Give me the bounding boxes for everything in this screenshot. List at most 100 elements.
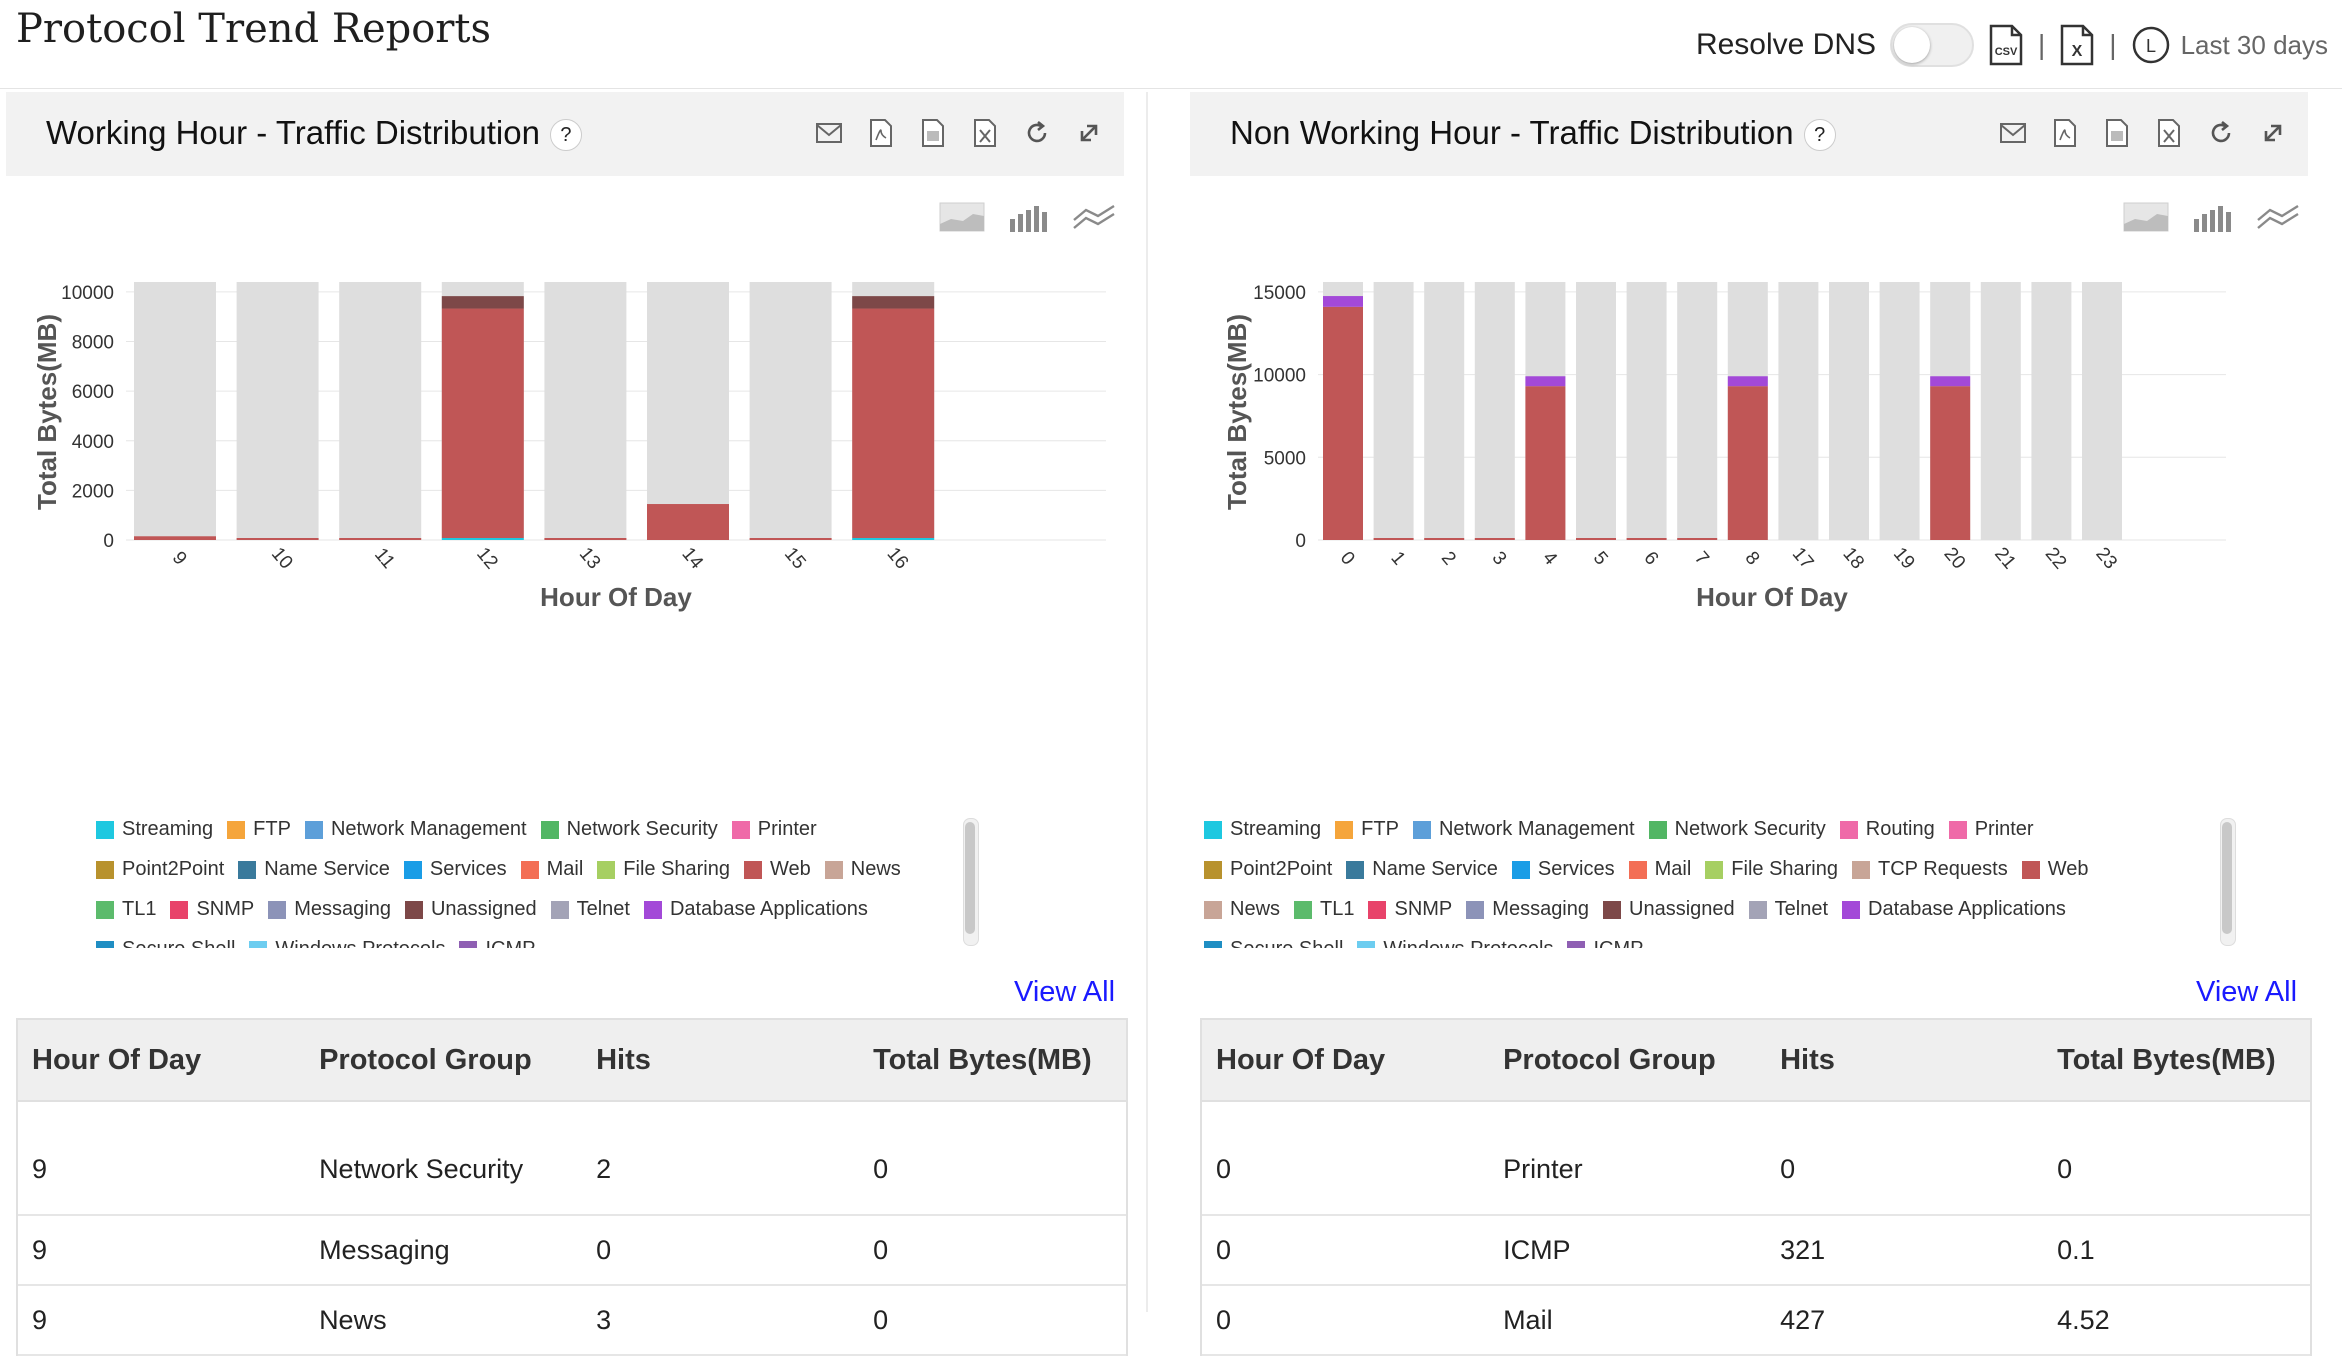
legend-item[interactable]: ICMP (459, 934, 535, 948)
refresh-icon[interactable] (1022, 118, 1052, 148)
legend-item[interactable]: TCP Requests (1852, 854, 2008, 885)
bar-background (2031, 282, 2072, 540)
legend-swatch (1648, 820, 1667, 839)
bar-chart-icon[interactable] (2188, 200, 2236, 232)
legend-label: Network Security (1674, 818, 1826, 840)
legend-item[interactable]: TL1 (96, 894, 156, 925)
view-all-link[interactable]: View All (2196, 976, 2298, 1008)
help-icon[interactable]: ? (1803, 119, 1836, 152)
line-chart-icon[interactable] (1070, 200, 1118, 232)
bar-background (339, 282, 422, 540)
legend-item[interactable]: Web (2021, 854, 2088, 885)
excel-icon[interactable] (970, 118, 1000, 148)
legend-item[interactable]: Messaging (1466, 894, 1589, 925)
legend-swatch (1567, 940, 1586, 948)
mail-icon[interactable] (1998, 118, 2028, 148)
legend-item[interactable]: SNMP (1368, 894, 1452, 925)
bar-chart-icon[interactable] (1004, 200, 1052, 232)
table-cell: Network Security (305, 1101, 583, 1216)
legend-item[interactable]: Web (744, 854, 811, 885)
legend-item[interactable]: Network Management (304, 814, 527, 845)
legend-label: Secure Shell (1230, 938, 1343, 948)
legend-item[interactable]: Unassigned (404, 894, 537, 925)
resolve-dns-toggle[interactable] (1890, 23, 1974, 67)
area-chart-icon[interactable] (2122, 200, 2170, 232)
legend-item[interactable]: FTP (1335, 814, 1399, 845)
column-header[interactable]: Total Bytes(MB) (2043, 1020, 2310, 1102)
column-header[interactable]: Total Bytes(MB) (859, 1020, 1126, 1102)
legend-item[interactable]: Printer (731, 814, 817, 845)
pdf-icon[interactable] (2050, 118, 2080, 148)
legend-item[interactable]: Services (403, 854, 507, 885)
legend-label: Streaming (1230, 818, 1322, 840)
bar-background (749, 282, 832, 540)
legend-item[interactable]: Point2Point (96, 854, 224, 885)
legend-scrollbar[interactable] (2220, 818, 2236, 946)
legend-item[interactable]: File Sharing (1705, 854, 1838, 885)
legend-item[interactable]: Windows Protocols (249, 934, 445, 948)
legend-item[interactable]: Printer (1948, 814, 2034, 845)
legend-scroll-thumb[interactable] (2222, 822, 2232, 934)
legend-item[interactable]: Mail (520, 854, 583, 885)
refresh-icon[interactable] (2206, 118, 2236, 148)
column-header[interactable]: Hour Of Day (18, 1020, 306, 1102)
legend-item[interactable]: TL1 (1294, 894, 1354, 925)
mail-icon[interactable] (814, 118, 844, 148)
table-cell: 9 (18, 1285, 306, 1356)
legend-scrollbar[interactable] (963, 818, 979, 946)
legend-item[interactable]: Streaming (96, 814, 213, 845)
table-cell: 0 (1202, 1101, 1490, 1216)
x-tick-label: 3 (1488, 548, 1511, 570)
column-header[interactable]: Protocol Group (305, 1020, 583, 1102)
legend-item[interactable]: Secure Shell (1204, 934, 1343, 948)
legend-scroll-thumb[interactable] (965, 822, 975, 934)
legend-item[interactable]: Windows Protocols (1357, 934, 1553, 948)
bar-background (236, 282, 319, 540)
legend-item[interactable]: Telnet (1748, 894, 1828, 925)
legend-swatch (268, 900, 287, 919)
column-header[interactable]: Protocol Group (1489, 1020, 1767, 1102)
legend-item[interactable]: Name Service (238, 854, 390, 885)
page-title: Protocol Trend Reports (16, 6, 492, 52)
legend-item[interactable]: FTP (227, 814, 291, 845)
legend-item[interactable]: Network Security (1648, 814, 1826, 845)
column-header[interactable]: Hits (1766, 1020, 2044, 1102)
legend-item[interactable]: Routing (1839, 814, 1935, 845)
legend-item[interactable]: Messaging (268, 894, 391, 925)
legend-item[interactable]: Name Service (1346, 854, 1498, 885)
area-chart-icon[interactable] (938, 200, 986, 232)
legend-item[interactable]: ICMP (1567, 934, 1643, 948)
column-header[interactable]: Hour Of Day (1202, 1020, 1490, 1102)
y-tick-label: 4000 (72, 432, 114, 453)
legend-item[interactable]: Unassigned (1603, 894, 1735, 925)
line-chart-icon[interactable] (2254, 200, 2302, 232)
legend-label: File Sharing (623, 858, 730, 880)
csv-doc-icon[interactable] (918, 118, 948, 148)
expand-icon[interactable] (1074, 118, 1104, 148)
legend-item[interactable]: File Sharing (597, 854, 730, 885)
help-icon[interactable]: ? (549, 119, 582, 152)
y-tick-label: 10000 (61, 283, 114, 304)
excel-icon[interactable] (2154, 118, 2184, 148)
legend-item[interactable]: Streaming (1204, 814, 1321, 845)
legend-item[interactable]: News (824, 854, 901, 885)
expand-icon[interactable] (2258, 118, 2288, 148)
csv-export-icon[interactable]: CSV (1988, 24, 2024, 66)
legend-item[interactable]: Database Applications (1842, 894, 2066, 925)
legend-item[interactable]: News (1204, 894, 1280, 925)
legend-item[interactable]: Point2Point (1204, 854, 1332, 885)
column-header[interactable]: Hits (582, 1020, 860, 1102)
legend-item[interactable]: Network Security (540, 814, 718, 845)
legend-item[interactable]: Mail (1628, 854, 1691, 885)
view-all-link[interactable]: View All (1014, 976, 1116, 1008)
excel-export-icon[interactable]: X (2059, 24, 2095, 66)
legend-item[interactable]: SNMP (170, 894, 254, 925)
legend-item[interactable]: Network Management (1412, 814, 1635, 845)
period-selector[interactable]: L Last 30 days (2131, 25, 2328, 65)
legend-item[interactable]: Services (1511, 854, 1615, 885)
csv-doc-icon[interactable] (2102, 118, 2132, 148)
legend-item[interactable]: Telnet (550, 894, 630, 925)
pdf-icon[interactable] (866, 118, 896, 148)
legend-item[interactable]: Database Applications (643, 894, 868, 925)
legend-item[interactable]: Secure Shell (96, 934, 235, 948)
